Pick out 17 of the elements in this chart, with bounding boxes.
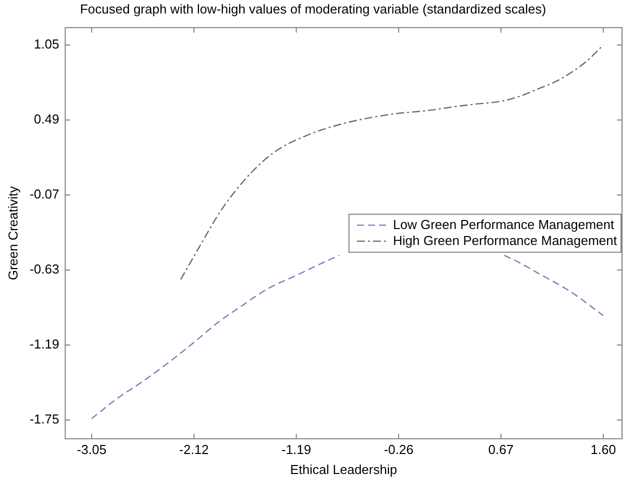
legend-label: Low Green Performance Management: [393, 216, 614, 232]
x-tick-label: 1.60: [590, 442, 616, 458]
y-tick-label: -1.75: [30, 412, 60, 427]
x-tick-label: -1.19: [281, 442, 312, 458]
x-tick-label: -0.26: [384, 442, 414, 458]
chart-title: Focused graph with low-high values of moderating variable (standardized scales): [80, 1, 546, 16]
x-tick-label: -3.05: [76, 442, 106, 458]
x-tick-label: 0.67: [488, 442, 514, 458]
y-tick-label: -0.07: [30, 186, 60, 202]
y-tick-label: 1.05: [34, 36, 60, 52]
y-tick-label: -1.19: [30, 336, 60, 352]
y-tick-label: -0.63: [30, 262, 60, 277]
y-tick-label: 0.49: [34, 112, 60, 127]
y-axis-title: Green Creativity: [5, 186, 20, 280]
x-axis-title: Ethical Leadership: [290, 462, 398, 477]
x-tick-label: -2.12: [179, 442, 209, 458]
legend-label: High Green Performance Management: [393, 232, 618, 248]
